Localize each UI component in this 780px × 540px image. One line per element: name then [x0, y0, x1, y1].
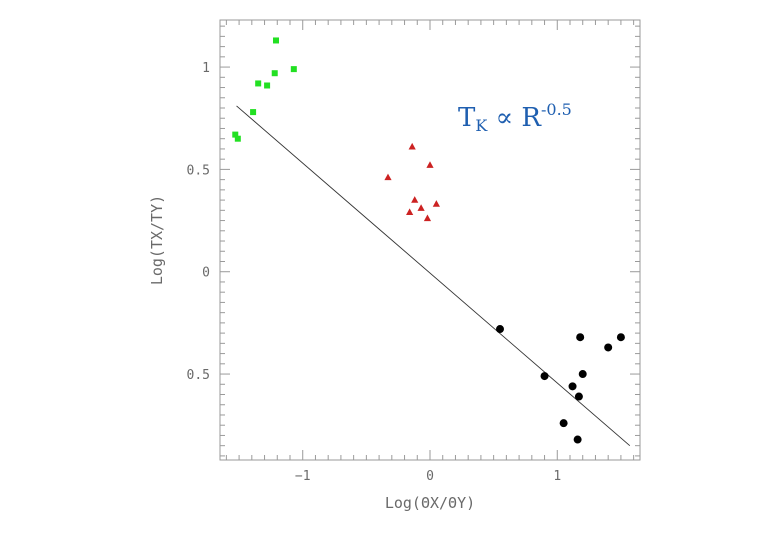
point-triangle-6 — [432, 200, 440, 207]
point-triangle-4 — [406, 208, 414, 215]
point-circle-6 — [568, 382, 577, 391]
point-square-1 — [290, 66, 297, 73]
point-circle-7 — [574, 392, 583, 401]
point-circle-1 — [576, 333, 585, 342]
point-circle-8 — [559, 419, 568, 428]
point-circle-0 — [496, 325, 504, 334]
x-axis-label: Log(ΘX/ΘY) — [385, 494, 475, 512]
point-triangle-7 — [423, 214, 432, 222]
x-tick-label: −1 — [295, 469, 311, 484]
point-square-6 — [232, 131, 239, 138]
point-circle-2 — [616, 333, 625, 342]
y-tick-labels: 1 0.5 0 0.5 — [187, 61, 210, 383]
y-axis-label: Log(TX/TY) — [148, 195, 166, 285]
annotation-base: T — [458, 103, 476, 133]
x-tick-labels: −1 0 1 — [295, 469, 561, 484]
x-tick-label: 0 — [426, 469, 434, 484]
point-square-0 — [273, 37, 279, 44]
point-square-7 — [234, 135, 241, 142]
point-triangle-1 — [426, 161, 434, 168]
point-triangle-3 — [411, 196, 419, 203]
point-square-2 — [271, 70, 278, 77]
point-circle-5 — [578, 370, 587, 379]
annotation-relation: ∝ R — [487, 103, 542, 133]
annotation-subscript: K — [475, 116, 488, 135]
axis-ticks — [220, 20, 640, 460]
point-square-5 — [250, 109, 257, 116]
fit-line — [236, 105, 631, 447]
y-tick-label: 0 — [202, 266, 210, 281]
data-points — [232, 37, 625, 444]
point-circle-3 — [604, 343, 613, 352]
point-circle-4 — [540, 372, 549, 381]
y-tick-label: 1 — [202, 61, 210, 76]
y-tick-label: 0.5 — [187, 368, 210, 383]
point-triangle-0 — [408, 142, 416, 150]
point-triangle-5 — [417, 204, 425, 211]
relation-annotation: TK ∝ R-0.5 — [458, 100, 572, 135]
point-square-4 — [264, 82, 271, 89]
point-triangle-2 — [384, 173, 392, 181]
y-tick-label: 0.5 — [187, 163, 210, 178]
annotation-exponent: -0.5 — [541, 100, 572, 119]
point-square-3 — [255, 80, 262, 87]
point-circle-9 — [573, 435, 582, 444]
x-tick-label: 1 — [553, 469, 561, 484]
